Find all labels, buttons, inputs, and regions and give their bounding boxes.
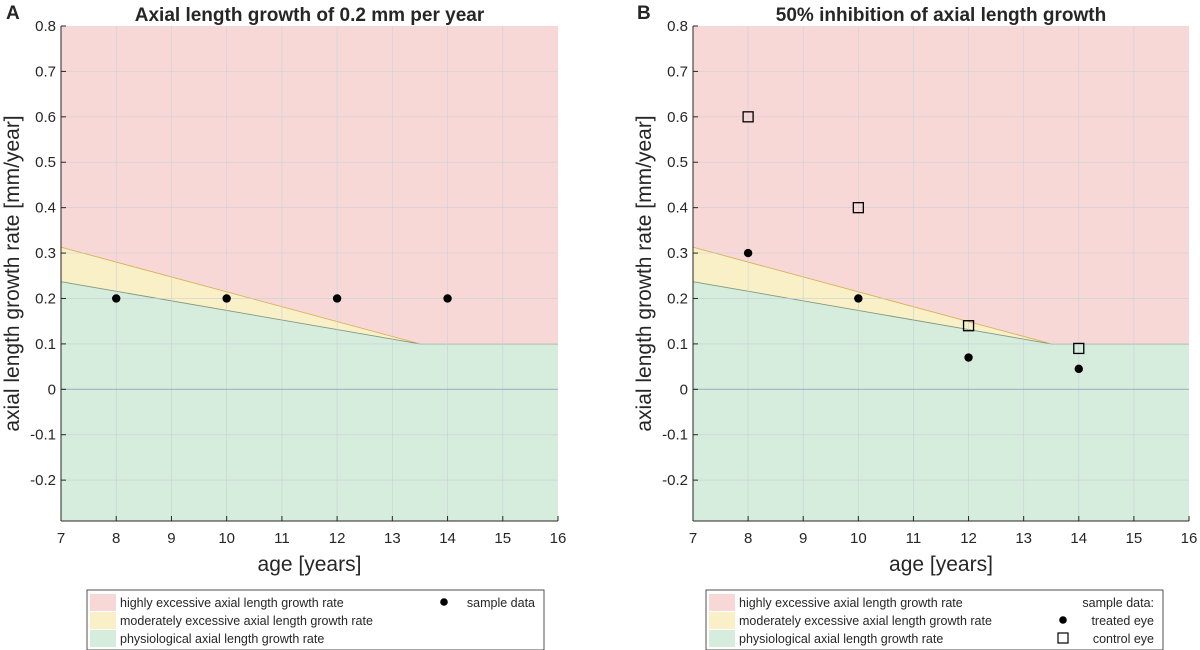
panel-b: 7 8 9 10 11 12 13 14 15 16 0.8 0.7 0.6 0.5 0.4 0.3 0.2 0.…: [633, 3, 1197, 576]
x-tick-label: 15: [1126, 530, 1143, 547]
x-tick-label: 7: [689, 530, 697, 547]
chart-title: Axial length growth of 0.2 mm per year: [135, 5, 485, 26]
legend-swatch: [90, 612, 116, 629]
x-tick-label: 13: [1015, 530, 1032, 547]
data-point-control-eye: [962, 320, 975, 332]
x-tick-label: 9: [167, 530, 175, 547]
y-tick-label: -0.2: [662, 472, 688, 489]
y-tick-label: 0.4: [667, 200, 688, 217]
legend-b: highly excessive axial length growth rat…: [705, 589, 1164, 650]
y-tick-label: 0.2: [35, 290, 56, 307]
x-axis-label: age [years]: [889, 553, 993, 576]
x-tick-label: 10: [850, 530, 867, 547]
legend-marker-label: control eye: [1093, 632, 1154, 646]
data-point-treated-eye: [964, 353, 973, 362]
legend-swatch: [709, 630, 735, 647]
y-tick-label: 0: [48, 381, 56, 398]
panel-label: A: [6, 3, 20, 24]
data-point-sample: [222, 294, 231, 303]
y-tick-label: 0.6: [35, 109, 56, 126]
y-tick-label: -0.2: [30, 472, 56, 489]
legend-swatch: [709, 612, 735, 629]
y-tick-label: 0.5: [35, 154, 56, 171]
y-tick-label: 0.1: [667, 336, 688, 353]
x-tick-label: 12: [960, 530, 977, 547]
region-physiological: [693, 281, 1189, 521]
x-tick-label: 9: [799, 530, 807, 547]
legend-box: [86, 589, 545, 650]
legend-label: moderately excessive axial length growth…: [739, 614, 992, 628]
x-axis-label: age [years]: [258, 553, 362, 576]
data-point-control-eye: [852, 202, 864, 214]
data-point-control-eye: [1073, 342, 1085, 355]
x-tick-label: 13: [384, 530, 401, 547]
data-point-treated-eye: [854, 294, 863, 303]
y-tick-label: 0.4: [35, 200, 56, 217]
y-tick-label: 0.7: [35, 63, 56, 80]
x-tick-label: 8: [744, 530, 752, 547]
x-tick-label: 16: [550, 530, 567, 547]
legend-label: moderately excessive axial length growth…: [120, 614, 373, 628]
data-point-treated-eye: [743, 248, 753, 258]
legend-marker-header: sample data:: [1082, 596, 1154, 610]
legend-label: physiological axial length growth rate: [120, 632, 324, 646]
y-tick-label: 0.2: [667, 290, 688, 307]
x-tick-label: 7: [57, 530, 65, 547]
x-tick-label: 10: [218, 530, 235, 547]
y-tick-label: 0.8: [35, 18, 56, 35]
data-point-sample: [443, 294, 452, 303]
x-tick-label: 11: [274, 530, 290, 547]
panel-a: 7 8 9 10 11 12 13 14 15 16 0.8 0.7 0.6 0.5 0.4 0.3 0.2 0.…: [1, 3, 566, 576]
y-tick-label: 0.5: [667, 154, 688, 171]
y-tick-label: 0.1: [35, 336, 56, 353]
region-physiological: [61, 281, 558, 521]
legend-marker-square: [1057, 632, 1069, 644]
y-tick-label: -0.1: [30, 427, 56, 444]
x-tick-label: 8: [112, 530, 120, 547]
data-point-sample: [332, 294, 342, 303]
y-axis-label: axial length growth rate [mm/year]: [633, 115, 656, 431]
y-tick-label: 0.8: [667, 18, 688, 35]
legend-box: [705, 589, 1164, 650]
y-axis-label: axial length growth rate [mm/year]: [1, 115, 24, 431]
data-point-sample: [112, 294, 121, 303]
y-tick-label: 0.3: [667, 245, 688, 262]
panel-label: B: [637, 3, 651, 24]
legend-marker-dot: [440, 598, 448, 606]
x-tick-label: 16: [1181, 530, 1198, 547]
x-tick-label: 14: [1070, 530, 1087, 547]
chart-title: 50% inhibition of axial length growth: [776, 5, 1106, 26]
legend-swatch: [90, 630, 116, 647]
legend-marker-label: sample data: [467, 596, 535, 610]
legend-marker-label: treated eye: [1091, 614, 1154, 628]
legend-label: highly excessive axial length growth rat…: [739, 596, 963, 610]
legend-swatch: [90, 594, 116, 611]
x-tick-label: 12: [329, 530, 346, 547]
legend-a: highly excessive axial length growth rat…: [86, 589, 545, 650]
y-tick-label: 0.7: [667, 63, 688, 80]
y-tick-label: 0.6: [667, 109, 688, 126]
x-tick-label: 14: [439, 530, 456, 547]
y-tick-label: 0.3: [35, 245, 56, 262]
x-tick-label: 15: [494, 530, 511, 547]
legend-label: highly excessive axial length growth rat…: [120, 596, 344, 610]
y-tick-label: -0.1: [662, 427, 688, 444]
x-tick-label: 11: [906, 530, 922, 547]
y-tick-label: 0: [680, 381, 688, 398]
data-point-control-eye: [742, 111, 754, 123]
data-point-treated-eye: [1074, 364, 1083, 374]
legend-swatch: [709, 594, 735, 611]
legend-label: physiological axial length growth rate: [739, 632, 943, 646]
legend-marker-dot: [1059, 616, 1067, 624]
